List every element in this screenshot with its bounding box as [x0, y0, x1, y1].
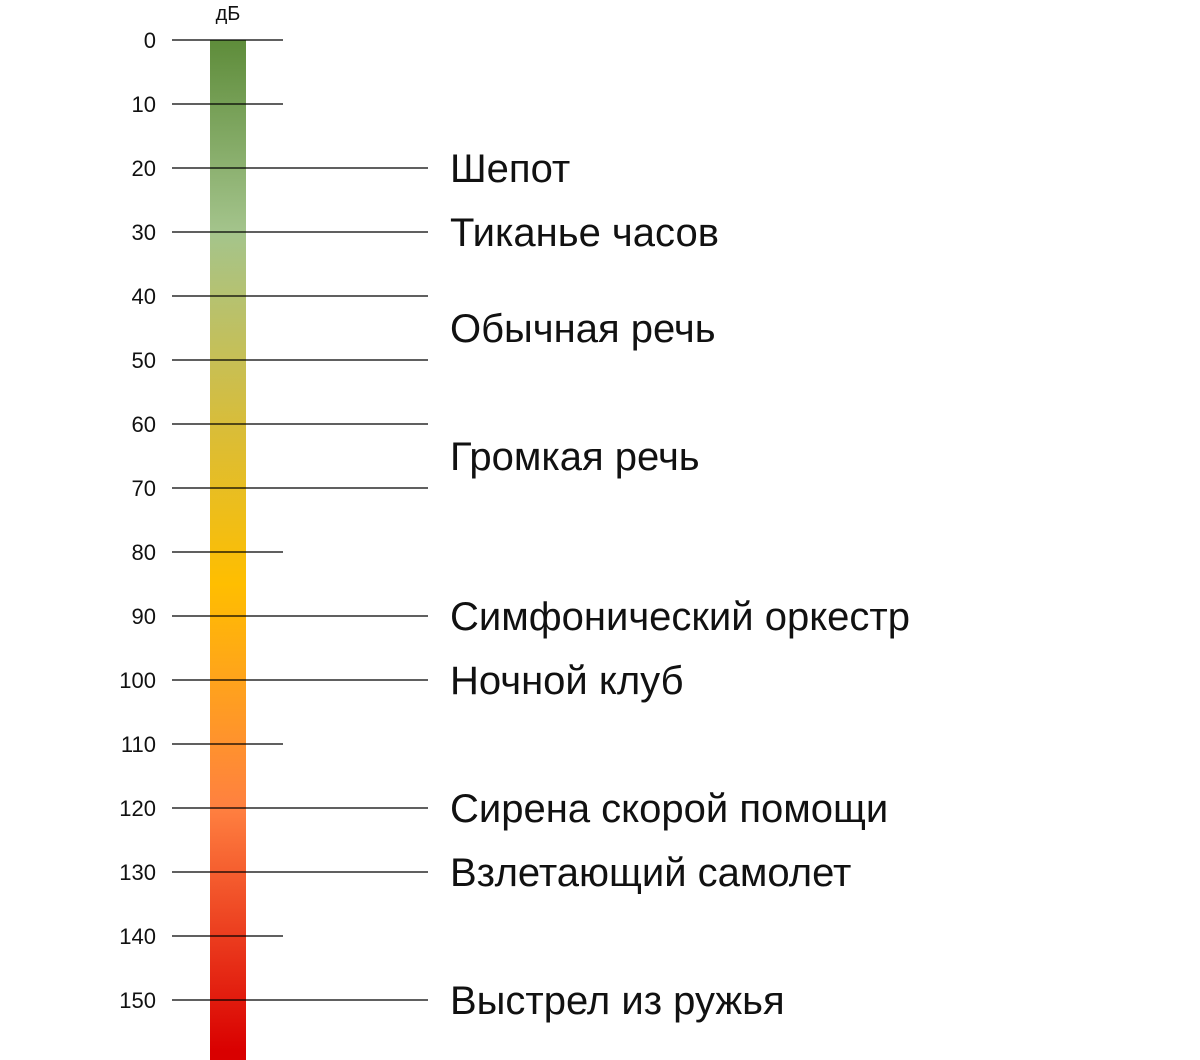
- tick-group: 0 10 20 30 40 50 60 70 80 90 100 110 120 130 140 150: [119, 28, 428, 1013]
- tick-label: 100: [119, 668, 156, 693]
- tick-label: 20: [132, 156, 156, 181]
- sound-label: Громкая речь: [450, 435, 700, 479]
- tick-label: 10: [132, 92, 156, 117]
- tick-label: 150: [119, 988, 156, 1013]
- sound-label: Шепот: [450, 147, 570, 191]
- tick-label: 90: [132, 604, 156, 629]
- tick-label: 120: [119, 796, 156, 821]
- sound-label: Тиканье часов: [450, 211, 719, 255]
- sound-label: Выстрел из ружья: [450, 979, 785, 1023]
- tick-label: 40: [132, 284, 156, 309]
- tick-label: 0: [144, 28, 156, 53]
- tick-label: 140: [119, 924, 156, 949]
- sound-label: Взлетающий самолет: [450, 851, 851, 895]
- sound-label: Симфонический оркестр: [450, 595, 910, 639]
- tick-label: 130: [119, 860, 156, 885]
- tick-label: 60: [132, 412, 156, 437]
- decibel-bar: [210, 40, 246, 1060]
- sound-label: Сирена скорой помощи: [450, 787, 888, 831]
- unit-label: дБ: [216, 3, 241, 25]
- sound-label: Ночной клуб: [450, 659, 684, 703]
- tick-label: 70: [132, 476, 156, 501]
- tick-label: 80: [132, 540, 156, 565]
- tick-label: 30: [132, 220, 156, 245]
- tick-label: 50: [132, 348, 156, 373]
- tick-label: 110: [121, 732, 156, 757]
- item-group: Шепот Тиканье часов Обычная речь Громкая ре…: [450, 147, 910, 1023]
- sound-label: Обычная речь: [450, 307, 716, 351]
